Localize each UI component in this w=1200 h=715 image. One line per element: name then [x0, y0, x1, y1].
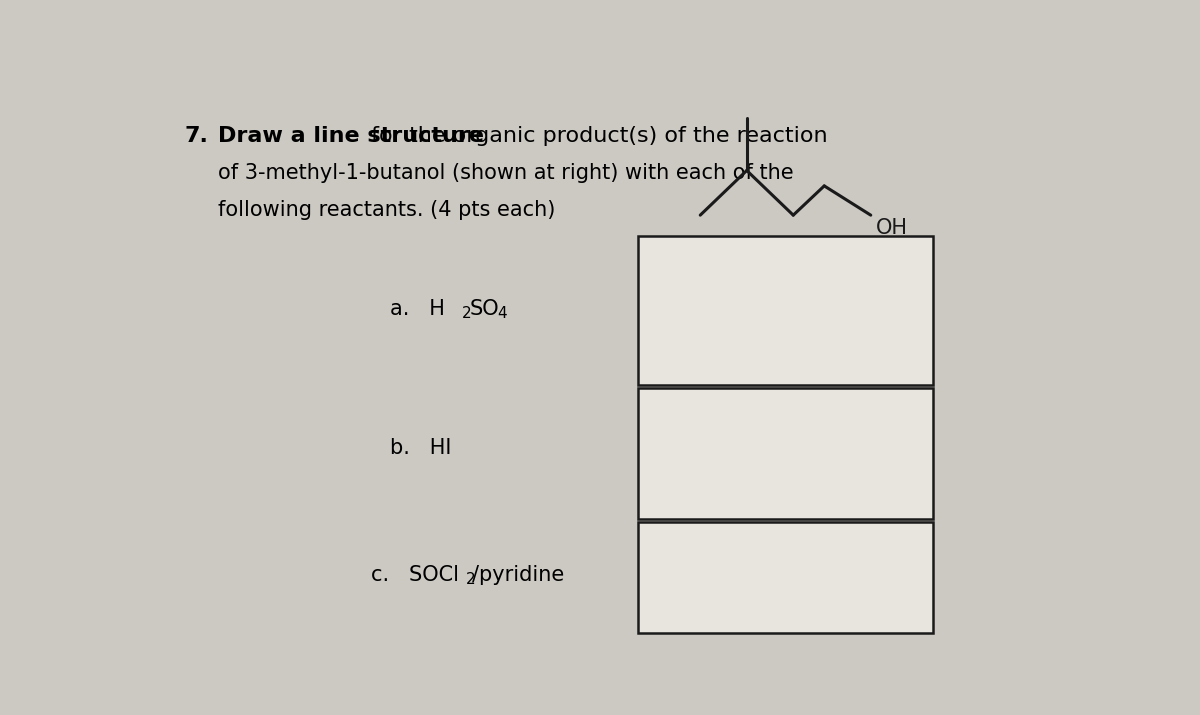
Text: of 3-methyl-1-butanol (shown at right) with each of the: of 3-methyl-1-butanol (shown at right) w…	[218, 163, 794, 183]
Bar	[638, 522, 932, 633]
Text: 4: 4	[497, 306, 506, 321]
Text: OH: OH	[876, 218, 907, 238]
Text: Draw a line structure: Draw a line structure	[218, 126, 485, 146]
Text: following reactants. (4 pts each): following reactants. (4 pts each)	[218, 199, 556, 220]
Text: a.   H: a. H	[390, 299, 445, 319]
Text: SO: SO	[469, 299, 499, 319]
Text: 2: 2	[466, 572, 475, 587]
Text: b.   HI: b. HI	[390, 438, 451, 458]
Text: 2: 2	[462, 306, 472, 321]
Text: /pyridine: /pyridine	[473, 565, 565, 585]
Text: for the organic product(s) of the reaction: for the organic product(s) of the reacti…	[364, 126, 828, 146]
Text: c.   SOCl: c. SOCl	[371, 565, 458, 585]
Text: 7.: 7.	[185, 126, 209, 146]
Bar	[638, 236, 932, 385]
Bar	[638, 388, 932, 518]
